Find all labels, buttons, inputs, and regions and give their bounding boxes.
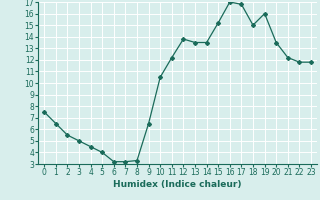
X-axis label: Humidex (Indice chaleur): Humidex (Indice chaleur) <box>113 180 242 189</box>
